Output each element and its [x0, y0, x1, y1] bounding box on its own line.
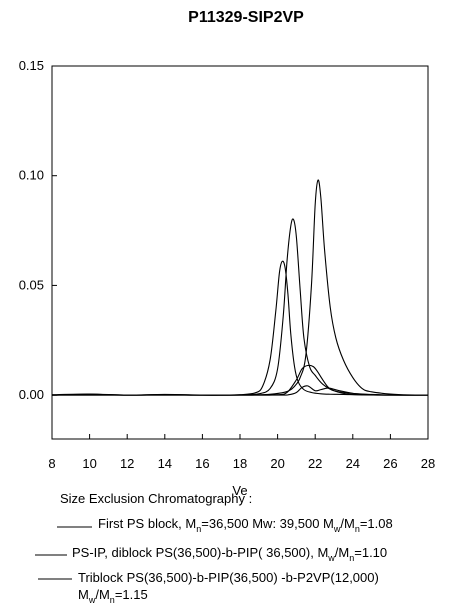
x-tick-label: 14: [158, 456, 172, 471]
x-tick-label: 22: [308, 456, 322, 471]
plot-frame: [51, 65, 429, 440]
x-tick-label: 28: [421, 456, 435, 471]
series-line-1: [51, 260, 429, 396]
legend-entry-2: PS-IP, diblock PS(36,500)-b-PIP( 36,500)…: [72, 545, 387, 563]
chart-title: P11329-SIP2VP: [188, 9, 304, 26]
series-layer: [51, 179, 429, 396]
legend-heading: Size Exclusion Chromatography :: [60, 491, 252, 506]
y-tick-label: 0.05: [19, 277, 44, 292]
x-tick-label: 12: [120, 456, 134, 471]
x-axis-title: Ve: [232, 483, 247, 498]
x-axis: 8 10 12 14 16 18 20 22 24 26 28: [48, 434, 435, 471]
x-tick-label: 16: [195, 456, 209, 471]
legend: Size Exclusion Chromatography : First PS…: [35, 491, 393, 605]
series-line-5: [52, 385, 429, 396]
x-tick-label: 10: [82, 456, 96, 471]
legend-entry-3-line1: Triblock PS(36,500)-b-PIP(36,500) -b-P2V…: [78, 570, 379, 585]
series-line-3: [51, 179, 429, 396]
legend-entry-3-line2: Mw/Mn=1.15: [78, 587, 148, 605]
x-tick-label: 18: [233, 456, 247, 471]
y-tick-label: 0.10: [19, 168, 44, 183]
y-axis: 0.00 0.05 0.10 0.15: [19, 58, 57, 402]
x-tick-label: 20: [270, 456, 284, 471]
x-tick-label: 24: [346, 456, 360, 471]
x-tick-label: 8: [48, 456, 55, 471]
x-tick-label: 26: [383, 456, 397, 471]
y-tick-label: 0.00: [19, 387, 44, 402]
series-line-4: [52, 364, 429, 396]
legend-entry-1: First PS block, Mn=36,500 Mw: 39,500 Mw/…: [98, 516, 393, 534]
series-line-2: [51, 218, 429, 396]
y-tick-label: 0.15: [19, 58, 44, 73]
